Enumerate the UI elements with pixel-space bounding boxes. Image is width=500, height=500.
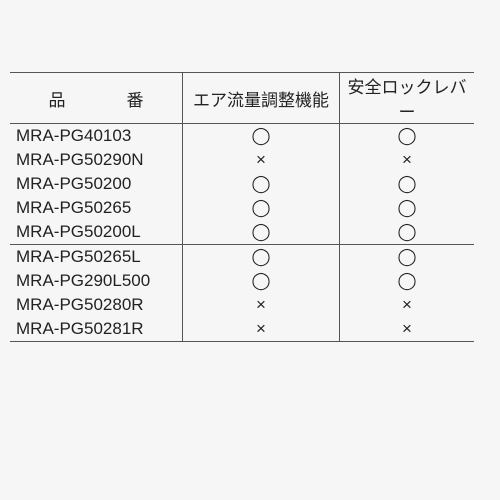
cell-part-number: MRA-PG290L500 (10, 269, 183, 293)
cell-part-number: MRA-PG50290N (10, 148, 183, 172)
cell-air-flow-mark: × (183, 317, 340, 342)
cell-air-flow-mark: ◯ (183, 269, 340, 293)
cell-safety-lock-mark: ◯ (340, 269, 475, 293)
cell-air-flow-mark: ◯ (183, 245, 340, 270)
cell-safety-lock-mark: × (340, 148, 475, 172)
cell-part-number: MRA-PG50265 (10, 196, 183, 220)
col-header-safety-lock-lever: 安全ロックレバー (340, 73, 475, 124)
table-row: MRA-PG50265◯◯ (10, 196, 474, 220)
spec-table: 品 番 エア流量調整機能 安全ロックレバー MRA-PG40103◯◯MRA-P… (10, 72, 474, 342)
cell-air-flow-mark: × (183, 293, 340, 317)
cell-safety-lock-mark: ◯ (340, 245, 475, 270)
table-row: MRA-PG50200L◯◯ (10, 220, 474, 245)
cell-safety-lock-mark: × (340, 317, 475, 342)
table-row: MRA-PG50200◯◯ (10, 172, 474, 196)
col-header-part-number: 品 番 (10, 73, 183, 124)
cell-safety-lock-mark: ◯ (340, 172, 475, 196)
cell-air-flow-mark: ◯ (183, 124, 340, 149)
cell-part-number: MRA-PG50280R (10, 293, 183, 317)
cell-safety-lock-mark: ◯ (340, 124, 475, 149)
cell-safety-lock-mark: × (340, 293, 475, 317)
col-header-air-flow-adjust: エア流量調整機能 (183, 73, 340, 124)
table-header: 品 番 エア流量調整機能 安全ロックレバー (10, 73, 474, 124)
page: 品 番 エア流量調整機能 安全ロックレバー MRA-PG40103◯◯MRA-P… (0, 0, 500, 500)
table-row: MRA-PG50265L◯◯ (10, 245, 474, 270)
cell-air-flow-mark: ◯ (183, 220, 340, 245)
table-row: MRA-PG50280R×× (10, 293, 474, 317)
cell-air-flow-mark: ◯ (183, 196, 340, 220)
cell-safety-lock-mark: ◯ (340, 220, 475, 245)
cell-air-flow-mark: × (183, 148, 340, 172)
cell-part-number: MRA-PG40103 (10, 124, 183, 149)
cell-safety-lock-mark: ◯ (340, 196, 475, 220)
table-row: MRA-PG40103◯◯ (10, 124, 474, 149)
table-body: MRA-PG40103◯◯MRA-PG50290N××MRA-PG50200◯◯… (10, 124, 474, 342)
cell-part-number: MRA-PG50265L (10, 245, 183, 270)
table-row: MRA-PG50290N×× (10, 148, 474, 172)
table-row: MRA-PG290L500◯◯ (10, 269, 474, 293)
cell-part-number: MRA-PG50200L (10, 220, 183, 245)
cell-part-number: MRA-PG50200 (10, 172, 183, 196)
table-row: MRA-PG50281R×× (10, 317, 474, 342)
cell-part-number: MRA-PG50281R (10, 317, 183, 342)
cell-air-flow-mark: ◯ (183, 172, 340, 196)
